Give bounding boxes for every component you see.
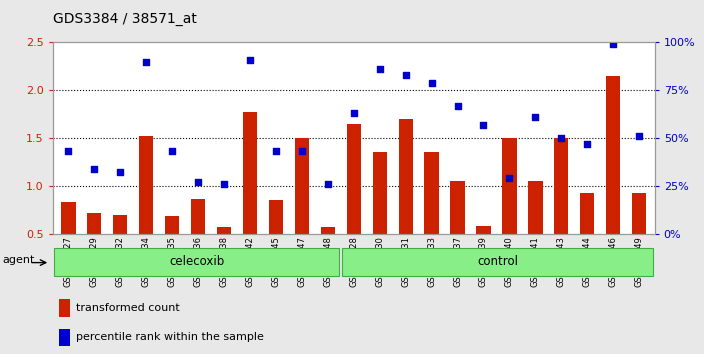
Bar: [243, 112, 257, 281]
Point: [270, 149, 282, 154]
Bar: [554, 138, 568, 281]
Bar: [217, 227, 231, 281]
Point: [218, 181, 230, 187]
Text: agent: agent: [3, 255, 35, 266]
Bar: [372, 152, 386, 281]
Point: [374, 67, 385, 72]
Bar: [113, 216, 127, 281]
Point: [400, 72, 411, 78]
Bar: [165, 216, 180, 281]
Point: [348, 110, 359, 116]
Point: [608, 41, 619, 47]
Point: [192, 179, 203, 185]
Text: control: control: [477, 256, 518, 268]
Bar: [632, 194, 646, 281]
Point: [529, 114, 541, 120]
Bar: [580, 194, 594, 281]
Point: [322, 181, 334, 187]
Bar: [295, 138, 309, 281]
Bar: [606, 76, 620, 281]
Point: [478, 122, 489, 127]
Point: [115, 170, 126, 175]
Point: [426, 80, 437, 85]
Bar: [61, 202, 75, 281]
Point: [504, 175, 515, 181]
Bar: [425, 152, 439, 281]
Text: celecoxib: celecoxib: [169, 256, 225, 268]
Bar: [398, 119, 413, 281]
Bar: [87, 213, 101, 281]
Bar: [269, 200, 283, 281]
Bar: [528, 181, 543, 281]
Bar: [346, 124, 361, 281]
Text: GDS3384 / 38571_at: GDS3384 / 38571_at: [53, 12, 196, 27]
Point: [555, 135, 567, 141]
Bar: [59, 329, 70, 346]
Point: [452, 103, 463, 108]
Text: percentile rank within the sample: percentile rank within the sample: [75, 332, 263, 342]
Point: [582, 141, 593, 147]
Point: [634, 133, 645, 139]
Bar: [451, 181, 465, 281]
Point: [89, 166, 100, 171]
Point: [141, 59, 152, 64]
Bar: [54, 248, 339, 276]
Bar: [502, 138, 517, 281]
Point: [296, 149, 308, 154]
Bar: [321, 227, 335, 281]
Bar: [139, 136, 153, 281]
Point: [167, 149, 178, 154]
Text: transformed count: transformed count: [75, 303, 180, 313]
Bar: [191, 199, 206, 281]
Bar: [342, 248, 653, 276]
Bar: [59, 299, 70, 317]
Point: [244, 57, 256, 63]
Bar: [477, 226, 491, 281]
Point: [63, 149, 74, 154]
